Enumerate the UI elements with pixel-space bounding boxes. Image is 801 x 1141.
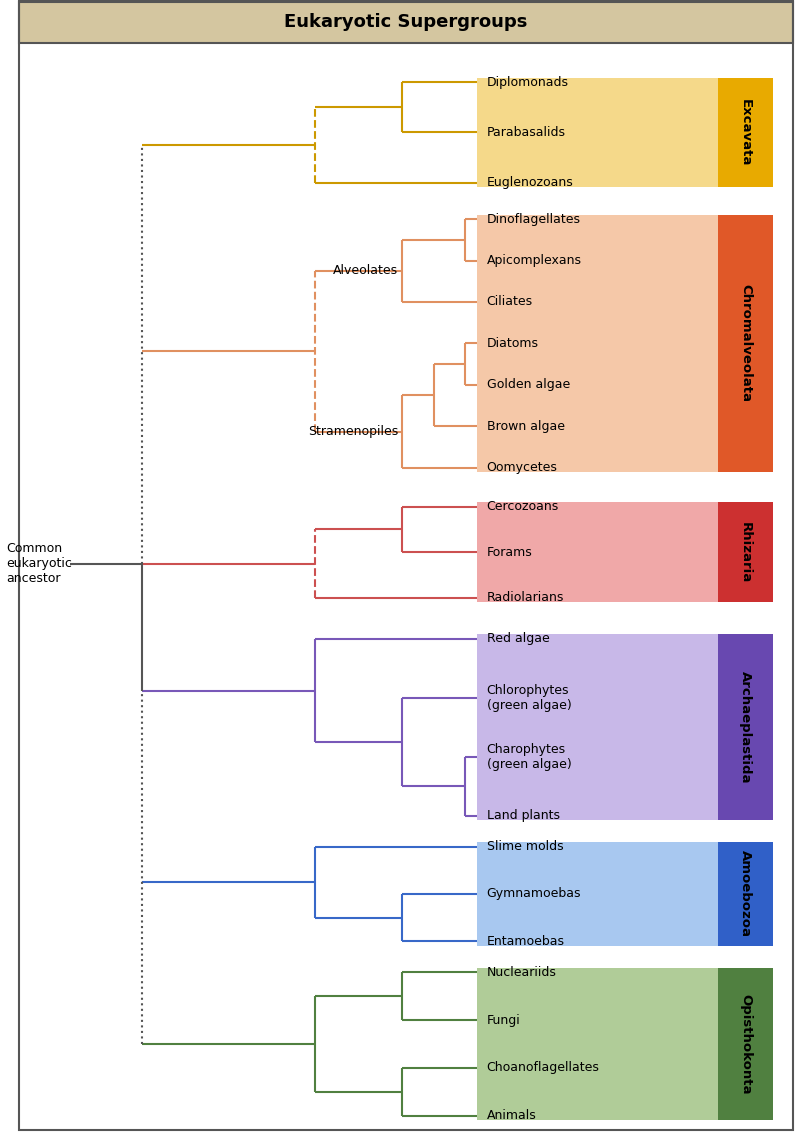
FancyBboxPatch shape: [718, 502, 773, 602]
FancyBboxPatch shape: [477, 78, 718, 187]
FancyBboxPatch shape: [718, 842, 773, 946]
Text: Fungi: Fungi: [487, 1013, 521, 1027]
Text: Diplomonads: Diplomonads: [487, 75, 569, 89]
Text: Dinoflagellates: Dinoflagellates: [487, 212, 581, 226]
Text: Brown algae: Brown algae: [487, 420, 565, 432]
FancyBboxPatch shape: [477, 634, 718, 820]
Text: Land plants: Land plants: [487, 809, 560, 823]
Text: Diatoms: Diatoms: [487, 337, 538, 350]
Text: Chlorophytes
(green algae): Chlorophytes (green algae): [487, 683, 571, 712]
FancyBboxPatch shape: [477, 842, 718, 946]
Text: Euglenozoans: Euglenozoans: [487, 176, 574, 189]
Text: Slime molds: Slime molds: [487, 840, 563, 853]
FancyBboxPatch shape: [718, 634, 773, 820]
Text: Archaeplastida: Archaeplastida: [739, 671, 752, 784]
Text: Oomycetes: Oomycetes: [487, 461, 557, 475]
FancyBboxPatch shape: [718, 968, 773, 1120]
Text: Animals: Animals: [487, 1109, 537, 1123]
FancyBboxPatch shape: [477, 215, 718, 472]
Text: Cercozoans: Cercozoans: [487, 500, 559, 513]
Text: Alveolates: Alveolates: [333, 265, 398, 277]
Text: Golden algae: Golden algae: [487, 379, 570, 391]
Text: Excavata: Excavata: [739, 98, 752, 167]
Text: Common
eukaryotic
ancestor: Common eukaryotic ancestor: [6, 542, 72, 585]
Text: Chromalveolata: Chromalveolata: [739, 284, 752, 403]
Text: Amoebozoa: Amoebozoa: [739, 850, 752, 938]
Text: Parabasalids: Parabasalids: [487, 126, 566, 139]
Text: Ciliates: Ciliates: [487, 296, 533, 308]
FancyBboxPatch shape: [718, 78, 773, 187]
Text: Eukaryotic Supergroups: Eukaryotic Supergroups: [284, 13, 528, 31]
Text: Charophytes
(green algae): Charophytes (green algae): [487, 743, 571, 771]
FancyBboxPatch shape: [477, 968, 718, 1120]
Text: Radiolarians: Radiolarians: [487, 591, 564, 605]
FancyBboxPatch shape: [718, 215, 773, 472]
FancyBboxPatch shape: [19, 0, 793, 43]
Text: Gymnamoebas: Gymnamoebas: [487, 888, 582, 900]
Text: Rhizaria: Rhizaria: [739, 521, 752, 583]
Text: Forams: Forams: [487, 545, 533, 559]
Text: Opisthokonta: Opisthokonta: [739, 994, 752, 1094]
Text: Red algae: Red algae: [487, 632, 549, 646]
FancyBboxPatch shape: [477, 502, 718, 602]
Text: Apicomplexans: Apicomplexans: [487, 254, 582, 267]
Text: Choanoflagellates: Choanoflagellates: [487, 1061, 599, 1075]
Text: Nucleariids: Nucleariids: [487, 965, 557, 979]
Text: Stramenopiles: Stramenopiles: [308, 426, 398, 438]
Text: Entamoebas: Entamoebas: [487, 934, 565, 948]
